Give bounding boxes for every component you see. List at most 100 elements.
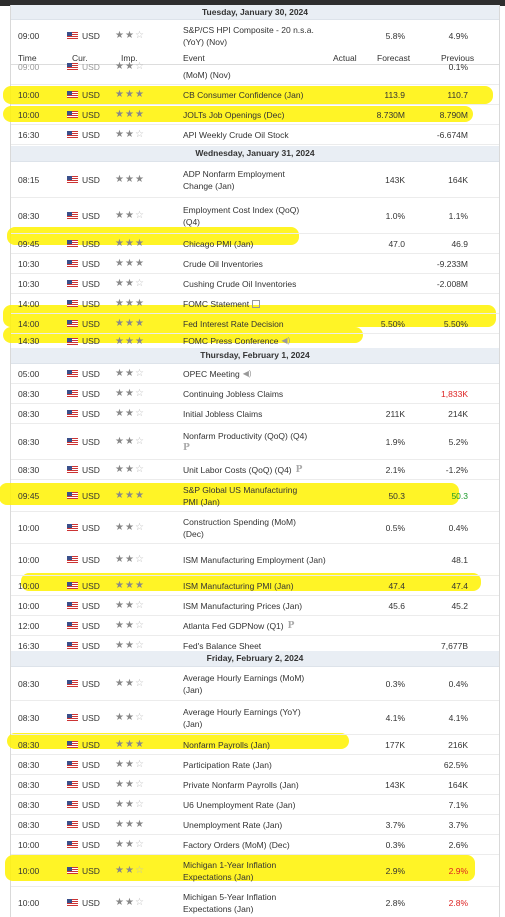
event-time: 10:00: [18, 580, 40, 591]
event-row[interactable]: 08:30 USD ★ ★ ☆ Initial Jobless Claims 211…: [11, 404, 499, 424]
event-name[interactable]: Crude Oil Inventories: [183, 258, 263, 269]
event-row[interactable]: 14:00 USD ★ ★ ★ Fed Interest Rate Decision…: [11, 314, 499, 334]
event-currency: USD: [82, 238, 100, 249]
event-name[interactable]: Unemployment Rate (Jan): [183, 819, 283, 830]
event-row[interactable]: 05:00 USD ★ ★ ☆ OPEC Meeting ◀): [11, 364, 499, 384]
event-row[interactable]: 12:00 USD ★ ★ ☆ Atlanta Fed GDPNow (Q1) P: [11, 616, 499, 636]
event-name[interactable]: S&P/CS HPI Composite - 20 n.s.a. (YoY) (…: [183, 24, 314, 47]
event-time: 08:30: [18, 436, 40, 447]
event-currency: USD: [82, 620, 100, 631]
speaker-icon[interactable]: ◀): [281, 336, 291, 345]
event-row[interactable]: 08:30 USD ★ ★ ☆ Nonfarm Productivity (QoQ)…: [11, 424, 499, 460]
event-row[interactable]: 08:30 USD ★ ★ ☆ Participation Rate (Jan) 6…: [11, 755, 499, 775]
event-name[interactable]: Average Hourly Earnings (MoM) (Jan): [183, 672, 305, 695]
event-row[interactable]: 08:30 USD ★ ★ ★ Unemployment Rate (Jan) 3.…: [11, 815, 499, 835]
event-row[interactable]: 08:30 USD ★ ★ ☆ Private Nonfarm Payrolls (…: [11, 775, 499, 795]
event-name[interactable]: Nonfarm Payrolls (Jan): [183, 739, 270, 750]
event-row[interactable]: 08:30 USD ★ ★ ☆ Average Hourly Earnings (Y…: [11, 701, 499, 735]
event-name[interactable]: Initial Jobless Claims: [183, 408, 263, 419]
event-row[interactable]: 10:00 USD ★ ★ ★ JOLTs Job Openings (Dec) 8…: [11, 105, 499, 125]
event-row[interactable]: 10:00 USD ★ ★ ☆ ISM Manufacturing Employme…: [11, 544, 499, 576]
event-name[interactable]: Continuing Jobless Claims: [183, 388, 284, 399]
event-row[interactable]: 10:00 USD ★ ★ ★ ISM Manufacturing PMI (Jan…: [11, 576, 499, 596]
event-name[interactable]: S&P Global US Manufacturing PMI (Jan): [183, 484, 298, 507]
event-row[interactable]: 08:15 USD ★ ★ ★ ADP Nonfarm Employment Cha…: [11, 162, 499, 198]
event-row[interactable]: 08:30 USD ★ ★ ☆ U6 Unemployment Rate (Jan)…: [11, 795, 499, 815]
event-name[interactable]: Michigan 5-Year Inflation Expectations (…: [183, 891, 277, 914]
event-time: 10:00: [18, 109, 40, 120]
event-name[interactable]: Michigan 1-Year Inflation Expectations (…: [183, 859, 277, 882]
document-icon[interactable]: [252, 299, 261, 308]
event-row[interactable]: 09:45 USD ★ ★ ★ S&P Global US Manufacturin…: [11, 480, 499, 512]
event-name[interactable]: Average Hourly Earnings (YoY) (Jan): [183, 706, 301, 729]
event-name[interactable]: Construction Spending (MoM) (Dec): [183, 516, 296, 539]
event-name[interactable]: API Weekly Crude Oil Stock: [183, 129, 289, 140]
event-previous: 216K: [448, 739, 468, 750]
event-time: 09:45: [18, 238, 40, 249]
event-row[interactable]: 10:00 USD ★ ★ ★ CB Consumer Confidence (Ja…: [11, 85, 499, 105]
event-name[interactable]: CB Consumer Confidence (Jan): [183, 89, 304, 100]
event-row[interactable]: 10:30 USD ★ ★ ☆ Cushing Crude Oil Inventor…: [11, 274, 499, 294]
event-previous: 0.4%: [448, 522, 468, 533]
event-name[interactable]: Fed Interest Rate Decision: [183, 318, 284, 329]
us-flag-icon: [67, 855, 79, 886]
event-previous: 4.9%: [448, 30, 468, 41]
event-currency: USD: [82, 522, 100, 533]
event-row[interactable]: 14:00 USD ★ ★ ★ FOMC Statement: [11, 294, 499, 314]
event-name[interactable]: Private Nonfarm Payrolls (Jan): [183, 779, 299, 790]
event-previous: 4.1%: [448, 712, 468, 723]
event-row[interactable]: 08:30 USD ★ ★ ☆ Average Hourly Earnings (M…: [11, 667, 499, 701]
event-row[interactable]: 09:00 USD ★★☆ S&P/CS HPI Composite - 20 …: [11, 61, 499, 85]
event-row[interactable]: 10:00 USD ★ ★ ☆ Michigan 1-Year Inflation …: [11, 855, 499, 887]
importance-stars: ★ ★ ☆: [115, 620, 144, 631]
event-name[interactable]: OPEC Meeting ◀): [183, 368, 252, 379]
event-previous: 164K: [448, 174, 468, 185]
event-name[interactable]: FOMC Statement: [183, 294, 383, 313]
event-row[interactable]: 14:30 USD ★ ★ ★ FOMC Press Conference ◀): [11, 334, 499, 349]
event-row[interactable]: 16:30 USD ★ ★ ☆ API Weekly Crude Oil Stock…: [11, 125, 499, 145]
event-name[interactable]: FOMC Press Conference ◀): [183, 336, 291, 346]
event-name[interactable]: Atlanta Fed GDPNow (Q1) P: [183, 620, 295, 631]
highlight-marker: [3, 305, 496, 327]
event-currency: USD: [82, 759, 100, 770]
preliminary-icon[interactable]: P: [295, 464, 303, 475]
event-currency: USD: [82, 779, 100, 790]
event-row[interactable]: 08:30 USD ★ ★ ☆ Continuing Jobless Claims …: [11, 384, 499, 404]
importance-stars: ★ ★ ☆: [115, 408, 144, 419]
event-name[interactable]: ISM Manufacturing PMI (Jan): [183, 580, 294, 591]
event-row[interactable]: 08:30 USD ★ ★ ☆ Employment Cost Index (QoQ…: [11, 198, 499, 234]
event-name[interactable]: ADP Nonfarm Employment Change (Jan): [183, 168, 285, 191]
preliminary-icon[interactable]: P: [287, 620, 295, 631]
event-row[interactable]: 10:00 USD ★ ★ ☆ Factory Orders (MoM) (Dec)…: [11, 835, 499, 855]
event-forecast: 1.0%: [385, 210, 405, 221]
speaker-icon[interactable]: ◀): [242, 368, 252, 378]
event-time: 16:30: [18, 640, 40, 651]
event-name[interactable]: Participation Rate (Jan): [183, 759, 272, 770]
event-time: 09:00: [18, 30, 40, 41]
event-name[interactable]: U6 Unemployment Rate (Jan): [183, 799, 296, 810]
header-currency: Cur.: [72, 53, 88, 63]
us-flag-icon: [67, 57, 79, 76]
event-name[interactable]: S&P/CS HPI Composite - 20 n.s.a. (MoM) (…: [183, 70, 231, 80]
event-name[interactable]: Chicago PMI (Jan): [183, 238, 254, 249]
event-name[interactable]: ISM Manufacturing Prices (Jan): [183, 600, 303, 611]
event-row[interactable]: 08:30 USD ★ ★ ★ Nonfarm Payrolls (Jan) 177…: [11, 735, 499, 755]
event-name[interactable]: Nonfarm Productivity (QoQ) (Q4) P: [183, 430, 308, 453]
event-name[interactable]: JOLTs Job Openings (Dec): [183, 109, 285, 120]
event-name[interactable]: Unit Labor Costs (QoQ) (Q4) P: [183, 464, 303, 475]
event-row[interactable]: 10:00 USD ★ ★ ☆ ISM Manufacturing Prices (…: [11, 596, 499, 616]
event-row[interactable]: 10:00 USD ★ ★ ☆ Construction Spending (MoM…: [11, 512, 499, 544]
event-name[interactable]: ISM Manufacturing Employment (Jan): [183, 554, 326, 565]
event-name[interactable]: Factory Orders (MoM) (Dec): [183, 839, 290, 850]
event-name[interactable]: Cushing Crude Oil Inventories: [183, 278, 297, 289]
event-forecast: 50.3: [388, 490, 405, 501]
event-name[interactable]: Employment Cost Index (QoQ) (Q4): [183, 204, 300, 227]
event-time: 10:00: [18, 865, 40, 876]
event-row[interactable]: 09:00 USD ★★☆ S&P/CS HPI Composite - 20 …: [11, 20, 499, 52]
event-row[interactable]: 10:00 USD ★ ★ ☆ Michigan 5-Year Inflation …: [11, 887, 499, 917]
event-row[interactable]: 09:45 USD ★ ★ ★ Chicago PMI (Jan) 47.0 46.…: [11, 234, 499, 254]
preliminary-icon[interactable]: P: [183, 442, 190, 453]
event-name[interactable]: Fed's Balance Sheet: [183, 640, 262, 651]
event-row[interactable]: 08:30 USD ★ ★ ☆ Unit Labor Costs (QoQ) (Q4…: [11, 460, 499, 480]
event-row[interactable]: 10:30 USD ★ ★ ★ Crude Oil Inventories -9.2…: [11, 254, 499, 274]
